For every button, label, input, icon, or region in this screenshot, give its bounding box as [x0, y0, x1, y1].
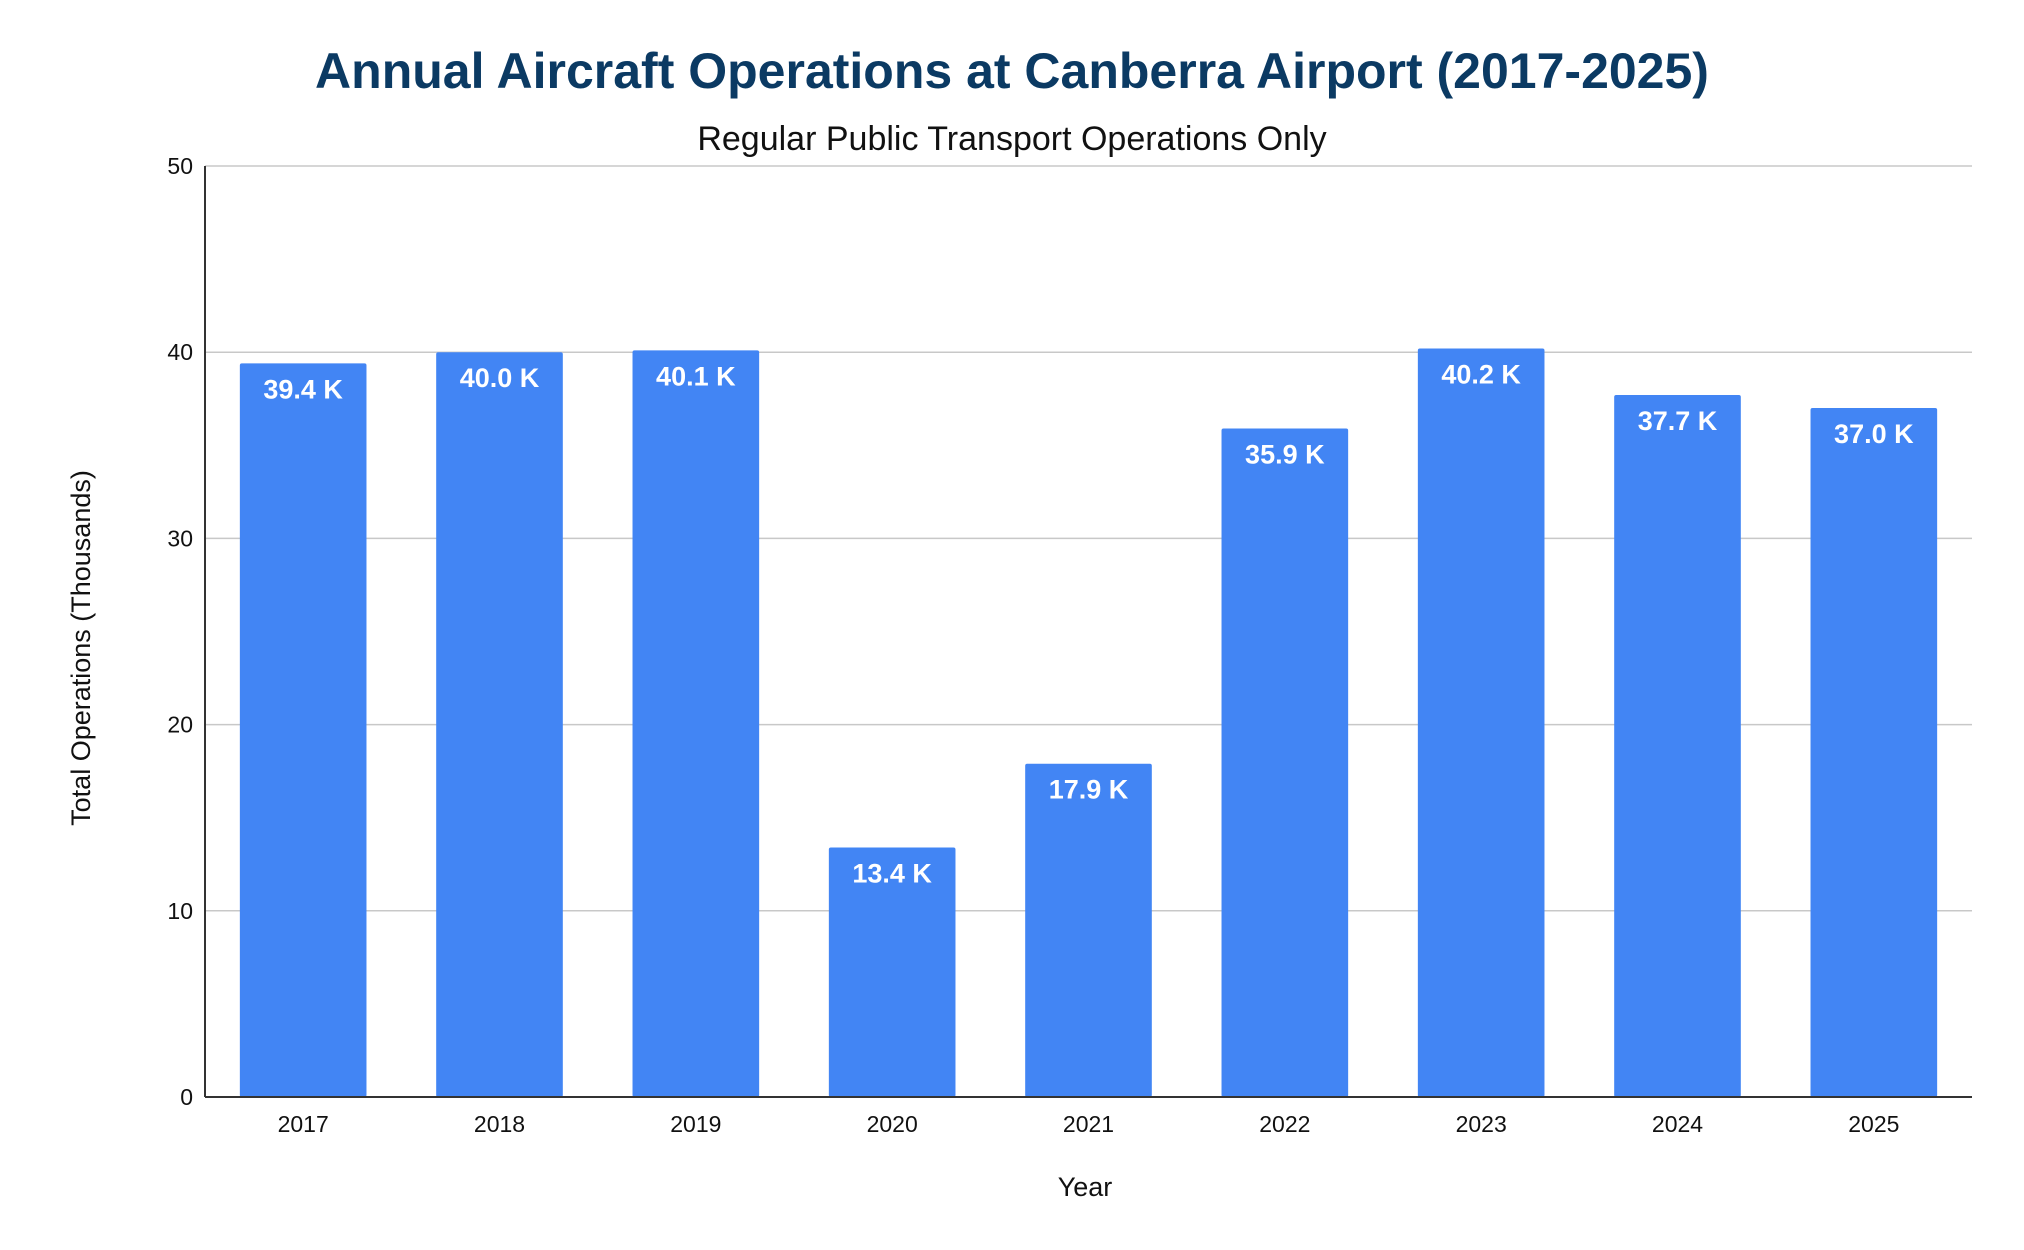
- x-tick-label: 2023: [1456, 1111, 1507, 1137]
- x-tick-label: 2017: [278, 1111, 329, 1137]
- y-tick-label: 30: [167, 525, 193, 551]
- bar: [828, 847, 956, 1097]
- bar: [1614, 395, 1741, 1097]
- data-label: 37.0 K: [1834, 419, 1914, 449]
- x-tick-label: 2022: [1259, 1111, 1310, 1137]
- data-label: 13.4 K: [852, 858, 932, 888]
- data-label: 40.1 K: [656, 361, 736, 391]
- data-label: 40.0 K: [460, 363, 540, 393]
- bar: [1025, 763, 1152, 1097]
- x-tick-label: 2019: [670, 1111, 721, 1137]
- bar: [632, 350, 760, 1097]
- y-tick-label: 10: [167, 898, 193, 924]
- x-tick-label: 2021: [1063, 1111, 1114, 1137]
- bar: [436, 352, 563, 1097]
- x-tick-label: 2024: [1652, 1111, 1703, 1137]
- data-label: 35.9 K: [1245, 440, 1325, 470]
- y-tick-label: 0: [180, 1084, 193, 1110]
- bar: [1417, 348, 1545, 1097]
- x-tick-label: 2020: [867, 1111, 918, 1137]
- data-label: 40.2 K: [1441, 359, 1521, 389]
- chart-title: Annual Aircraft Operations at Canberra A…: [315, 43, 1709, 99]
- y-tick-label: 20: [167, 712, 193, 738]
- bars: 39.4 K 40.0 K 40.1 K 13.4 K 17.9 K 35.9 K 40.2…: [239, 348, 1938, 1097]
- bar: [239, 363, 367, 1097]
- y-axis-title: Total Operations (Thousands): [66, 470, 96, 826]
- x-tick-label: 2025: [1848, 1111, 1899, 1137]
- axes: 0 10 20 30 40 50 2017 2018 2019 2020 2021 2022 2023 2…: [167, 153, 1972, 1137]
- data-label: 39.4 K: [263, 374, 343, 404]
- y-tick-label: 40: [167, 339, 193, 365]
- y-tick-label: 50: [167, 153, 193, 179]
- x-tick-label: 2018: [474, 1111, 525, 1137]
- data-label: 37.7 K: [1638, 406, 1718, 436]
- data-label: 17.9 K: [1049, 775, 1129, 805]
- bar: [1221, 428, 1349, 1097]
- chart-subtitle: Regular Public Transport Operations Only: [697, 120, 1326, 158]
- x-axis-title: Year: [1058, 1172, 1113, 1202]
- bar: [1810, 408, 1938, 1097]
